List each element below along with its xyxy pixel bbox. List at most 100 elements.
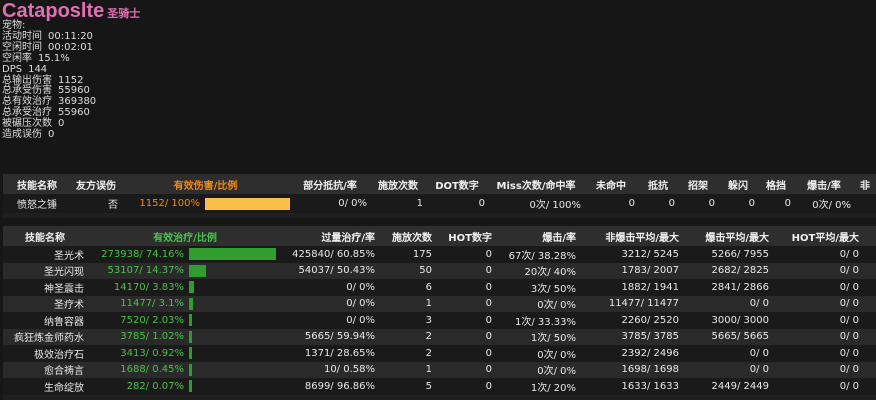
cell-casts: 1 xyxy=(425,298,432,310)
heal-value: 7520/ 2.03% xyxy=(120,314,184,326)
stat-label: 空闲率 xyxy=(2,52,32,64)
heal-bar xyxy=(189,281,194,294)
cell-hot: 0 xyxy=(485,314,492,326)
stat-value: 55960 xyxy=(58,85,90,97)
stat-row: 活动时间 00:11:20 xyxy=(2,31,96,43)
column-header[interactable]: 躲闪 xyxy=(728,180,748,192)
cell-over: 0/ 0% xyxy=(346,298,375,310)
skill-name: 纳鲁容器 xyxy=(44,316,84,328)
cell-hot: 0 xyxy=(485,281,492,293)
column-header[interactable]: 技能名称 xyxy=(17,180,57,192)
stat-label: 被碾压次数 xyxy=(2,118,52,130)
stat-label: 空闲时间 xyxy=(2,41,42,53)
character-name: Cataposlte xyxy=(2,0,105,22)
heal-table: 技能名称 有效治疗/比例 过量治疗/率 施放次数 HOT数字 爆击/率 非爆击平均/最大 爆击… xyxy=(3,226,876,400)
cell-noncrit: 1633/ 1633 xyxy=(621,380,679,392)
cell-unhit: 0 xyxy=(628,198,635,209)
heal-bar xyxy=(189,330,192,343)
column-header[interactable]: 有效伤害/比例 xyxy=(173,180,238,192)
column-header[interactable]: Miss次数/命中率 xyxy=(496,180,576,192)
cell-crit: 0次/ 0% xyxy=(812,200,851,211)
stat-value: 369380 xyxy=(58,96,97,108)
damage-value: 1152/ 100% xyxy=(139,198,200,209)
column-header[interactable]: HOT平均/最大 xyxy=(791,232,859,244)
cell-critavg: 0/ 0 xyxy=(749,347,769,359)
cell-noncrit: 11477/ 11477 xyxy=(608,298,679,310)
column-header[interactable]: 部分抵抗/率 xyxy=(303,180,357,192)
heal-row[interactable]: 圣光闪现 53107/ 14.37% 54037/ 50.43% 50 0 20次/ 40… xyxy=(3,262,876,279)
column-header[interactable]: HOT数字 xyxy=(448,232,492,244)
cell-parry: 0 xyxy=(708,198,715,209)
cell-noncrit: 1783/ 2007 xyxy=(621,265,679,277)
cell-critavg: 5665/ 5665 xyxy=(711,331,769,343)
cell-hotavg: 0/ 0 xyxy=(839,331,859,343)
cell-crit: 3次/ 50% xyxy=(530,283,576,295)
column-header[interactable]: 招架 xyxy=(688,180,708,192)
column-header[interactable]: 过量治疗/率 xyxy=(321,232,375,244)
cell-hotavg: 0/ 0 xyxy=(839,265,859,277)
cell-noncrit: 2260/ 2520 xyxy=(621,314,679,326)
stat-row: 造成误伤 0 xyxy=(2,129,96,141)
heal-bar xyxy=(189,264,206,277)
column-header[interactable]: 爆击/率 xyxy=(542,232,576,244)
column-header[interactable]: 未命中 xyxy=(596,180,626,192)
heal-row[interactable]: 极效治疗石 3413/ 0.92% 1371/ 28.65% 2 0 0次/ 0% 2392… xyxy=(3,345,876,362)
heal-bar-cell xyxy=(187,362,283,379)
cell-critavg: 3000/ 3000 xyxy=(711,314,769,326)
column-header[interactable]: 格挡 xyxy=(766,180,786,192)
column-header[interactable]: 非爆击平均/最大 xyxy=(605,232,679,244)
cell-noncrit: 2392/ 2496 xyxy=(621,347,679,359)
cell-hot: 0 xyxy=(485,248,492,260)
heal-bar-cell xyxy=(187,378,283,395)
column-header[interactable]: 友方误伤 xyxy=(76,180,116,192)
character-class: 圣骑士 xyxy=(107,7,141,20)
heal-table-header: 技能名称 有效治疗/比例 过量治疗/率 施放次数 HOT数字 爆击/率 非爆击平均/最大 爆击… xyxy=(3,226,876,246)
column-header[interactable]: 施放次数 xyxy=(392,232,432,244)
stat-row: 总输出伤害 1152 xyxy=(2,74,96,87)
cell-hotavg: 0/ 0 xyxy=(839,364,859,376)
cell-casts: 1 xyxy=(425,364,432,376)
heal-value: 53107/ 14.37% xyxy=(107,265,185,277)
stat-value: 144 xyxy=(28,63,48,75)
heal-bar-cell xyxy=(187,246,283,263)
damage-row[interactable]: 愤怒之锤 否 1152/ 100% 0/ 0% 1 0 0次/ 100% 0 0 0 0 0 0次/ 0… xyxy=(3,194,876,213)
cell-hot: 0 xyxy=(485,364,492,376)
column-header[interactable]: 爆击/率 xyxy=(807,180,841,192)
stat-value: 1152 xyxy=(58,74,84,86)
skill-name: 疯狂炼金师药水 xyxy=(14,333,84,345)
heal-row[interactable]: 圣光术 273938/ 74.16% 425840/ 60.85% 175 0 67次/ … xyxy=(3,246,876,263)
cell-crit: 0次/ 0% xyxy=(537,300,576,312)
cell-hot: 0 xyxy=(485,380,492,392)
cell-critavg: 0/ 0 xyxy=(749,364,769,376)
cell-over: 54037/ 50.43% xyxy=(298,265,376,277)
column-header[interactable]: 爆击平均/最大 xyxy=(705,232,769,244)
stat-label: 造成误伤 xyxy=(2,129,42,141)
cell-crit: 1次/ 33.33% xyxy=(514,316,576,328)
cell-critavg: 2449/ 2449 xyxy=(711,380,769,392)
heal-row[interactable]: 愈合祷言 1688/ 0.45% 10/ 0.58% 1 0 0次/ 0% 1698/ 16… xyxy=(3,361,876,379)
column-header[interactable]: DOT数字 xyxy=(435,180,479,192)
heal-row[interactable]: 纳鲁容器 7520/ 2.03% 0/ 0% 3 0 1次/ 33.33% 2260/ 25… xyxy=(3,312,876,329)
column-header[interactable]: 有效治疗/比例 xyxy=(153,232,217,244)
cell-crit: 67次/ 38.28% xyxy=(508,250,576,262)
stat-label: 总承受伤害 xyxy=(2,85,52,97)
stat-label: 总承受治疗 xyxy=(2,107,52,119)
cell-casts: 175 xyxy=(412,248,432,260)
cell-casts: 6 xyxy=(425,281,432,293)
cell-miss: 0次/ 100% xyxy=(529,200,582,211)
cell-casts: 2 xyxy=(425,331,432,343)
column-header[interactable]: 抵抗 xyxy=(648,180,668,192)
cell-critavg: 0/ 0 xyxy=(749,298,769,310)
cell-resist: 0 xyxy=(668,198,675,209)
column-header[interactable]: 非 xyxy=(860,180,870,192)
column-header[interactable]: 技能名称 xyxy=(25,232,65,244)
heal-value: 282/ 0.07% xyxy=(126,380,184,392)
heal-row[interactable]: 疯狂炼金师药水 3785/ 1.02% 5665/ 59.94% 2 0 1次/ 50% 3… xyxy=(3,328,876,345)
stat-row: 被碾压次数 0 xyxy=(2,118,96,130)
heal-row[interactable]: 神圣震击 14170/ 3.83% 0/ 0% 6 0 3次/ 50% 1882/ 1941… xyxy=(3,279,876,296)
friendly-fire: 否 xyxy=(108,200,118,211)
heal-row[interactable]: 圣疗术 11477/ 3.1% 0/ 0% 1 0 0次/ 0% 11477/ 11477 0… xyxy=(3,295,876,312)
column-header[interactable]: 施放次数 xyxy=(378,180,418,192)
heal-row[interactable]: 生命绽放 282/ 0.07% 8699/ 96.86% 5 0 1次/ 20% 1633/… xyxy=(3,378,876,395)
cell-critavg: 5266/ 7955 xyxy=(711,248,769,260)
